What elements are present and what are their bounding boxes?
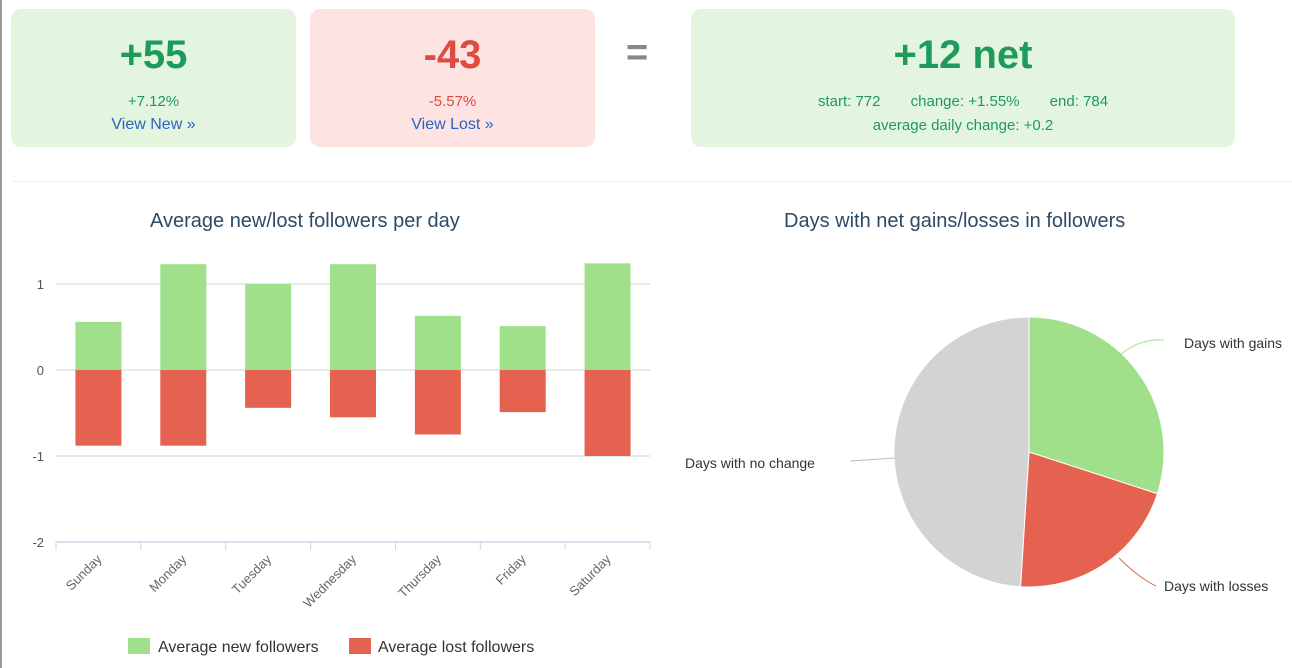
legend-swatch-lost — [349, 638, 371, 654]
x-tick-label: Friday — [493, 551, 529, 587]
average-daily-change: average daily change: +0.2 — [872, 117, 1054, 134]
end-count: end: 784 — [1049, 93, 1109, 110]
lost-followers-count: -43 — [423, 33, 482, 77]
lost-followers-card: -43 -5.57% View Lost » — [310, 9, 595, 147]
new-followers-percent: +7.12% — [127, 93, 180, 110]
bar-new-friday — [499, 326, 546, 370]
pie-label-gains: Days with gains — [1184, 335, 1282, 351]
pie-label-losses: Days with losses — [1164, 578, 1268, 594]
net-followers-card: +12 net start: 772 change: +1.55% end: 7… — [691, 9, 1235, 147]
pie-chart: Days with gains Days with losses Days wi… — [685, 316, 1282, 594]
y-tick-label: 0 — [37, 363, 44, 378]
pie-slice-losses — [1019, 451, 1159, 588]
bar-new-tuesday — [245, 284, 292, 370]
x-tick-label: Monday — [146, 551, 190, 595]
new-followers-count: +55 — [119, 33, 188, 77]
equals-sign: = — [626, 32, 649, 74]
bar-lost-saturday — [584, 370, 631, 456]
bar-lost-sunday — [75, 370, 122, 446]
bar-lost-wednesday — [330, 370, 376, 418]
change-percent: change: +1.55% — [910, 93, 1020, 110]
bar-new-monday — [160, 264, 207, 370]
bar-new-sunday — [75, 321, 122, 370]
bar-new-saturday — [584, 263, 631, 370]
new-followers-card: +55 +7.12% View New » — [11, 9, 296, 147]
lost-followers-percent: -5.57% — [428, 93, 477, 110]
bar-new-thursday — [414, 315, 461, 370]
view-new-link[interactable]: View New » — [111, 116, 196, 133]
pie-chart-title: Days with net gains/losses in followers — [784, 210, 1126, 232]
connector-losses — [1118, 557, 1157, 587]
start-count: start: 772 — [817, 93, 881, 110]
bar-chart-title: Average new/lost followers per day — [150, 210, 460, 232]
x-tick-label: Sunday — [63, 551, 105, 593]
y-tick-label: -1 — [32, 449, 44, 464]
section-divider — [12, 181, 1292, 182]
net-followers-count: +12 net — [893, 33, 1033, 77]
legend-swatch-new — [128, 638, 150, 654]
bar-lost-tuesday — [245, 370, 292, 408]
pie-slice-gains — [1028, 316, 1165, 495]
bar-new-wednesday — [330, 264, 376, 370]
x-tick-label: Saturday — [566, 551, 614, 599]
legend-label-new: Average new followers — [158, 639, 319, 656]
connector-no-change — [849, 457, 896, 462]
x-tick-label: Tuesday — [229, 551, 275, 597]
y-tick-label: -2 — [32, 535, 44, 550]
legend-label-lost: Average lost followers — [378, 639, 534, 656]
bar-chart: 1 0 -1 -2 Sunday Monday Tuesday Wednesday Th… — [32, 263, 651, 656]
x-tick-label: Wednesday — [300, 551, 359, 610]
connector-gains — [1111, 339, 1165, 364]
pie-slice-no-change — [893, 316, 1030, 588]
pie-label-no-change: Days with no change — [685, 455, 815, 471]
bar-lost-friday — [499, 370, 546, 413]
view-lost-link[interactable]: View Lost » — [411, 116, 494, 133]
y-tick-label: 1 — [37, 277, 44, 292]
bar-lost-monday — [160, 370, 207, 446]
bar-lost-thursday — [414, 370, 461, 435]
x-tick-label: Thursday — [395, 551, 444, 600]
